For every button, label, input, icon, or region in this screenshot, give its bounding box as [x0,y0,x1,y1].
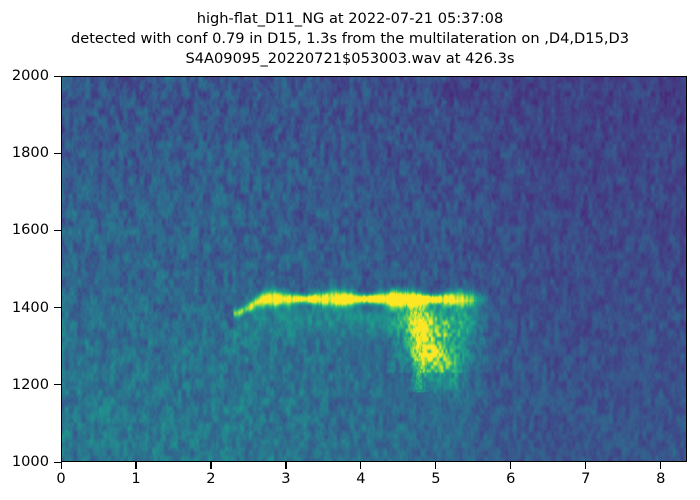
y-tick-label: 2000 [11,67,49,84]
title-line-1: high-flat_D11_NG at 2022-07-21 05:37:08 [196,10,504,27]
x-tick-mark [210,462,212,469]
x-tick-mark [435,462,437,469]
x-tick-label: 0 [56,470,66,487]
y-tick-label: 1600 [11,221,49,239]
y-tick-mark [54,75,61,77]
x-tick-label: 4 [356,470,366,487]
x-tick-mark [285,462,287,469]
y-tick-label: 1200 [11,375,49,393]
title-line-2: detected with conf 0.79 in D15, 1.3s fro… [70,30,630,47]
spectrogram-image [62,77,686,461]
x-tick-mark [660,462,662,469]
x-tick-label: 6 [506,470,516,487]
y-tick-label: 1800 [11,144,49,162]
y-tick-mark [54,307,61,309]
x-tick-mark [585,462,587,469]
x-tick-label: 5 [431,470,441,487]
x-tick-label: 2 [206,470,216,487]
y-tick-label: 1400 [11,298,49,316]
x-tick-label: 1 [131,470,141,487]
spectrogram-axes [61,76,687,462]
x-tick-mark [510,462,512,469]
x-tick-mark [60,462,62,469]
x-tick-label: 3 [281,470,291,487]
y-tick-mark [54,384,61,386]
y-tick-mark [54,461,61,463]
y-tick-mark [54,229,61,231]
figure-title: high-flat_D11_NG at 2022-07-21 05:37:08 … [0,9,700,69]
x-tick-label: 7 [581,470,591,487]
x-tick-label: 8 [656,470,666,487]
title-line-3: S4A09095_20220721$053003.wav at 426.3s [185,50,515,67]
y-tick-mark [54,152,61,154]
x-tick-mark [360,462,362,469]
y-tick-label: 1000 [11,453,49,470]
x-tick-mark [135,462,137,469]
